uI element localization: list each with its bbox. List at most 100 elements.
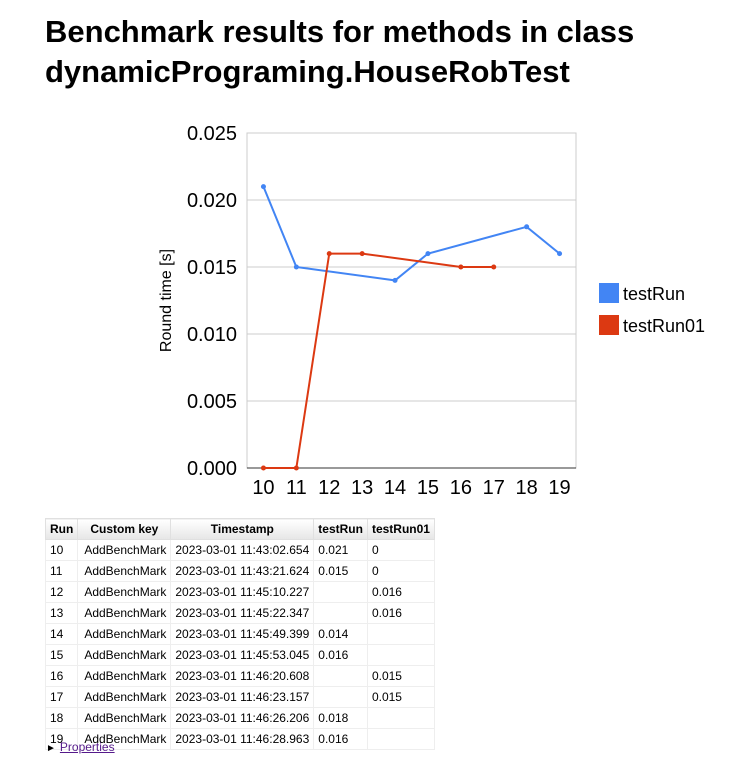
table-cell: 19 (44, 728, 79, 750)
legend-label-testRun01: testRun01 (623, 316, 705, 336)
table-cell: AddBenchMark (77, 539, 172, 561)
y-tick-label: 0.015 (187, 257, 237, 279)
table-cell: 0 (366, 539, 435, 561)
column-header: testRun (313, 518, 368, 540)
table-cell: 13 (44, 602, 79, 624)
table-row: 16 AddBenchMark 2023-03-01 11:46:20.608 0.0… (44, 665, 435, 687)
y-tick-label: 0.025 (187, 123, 237, 145)
x-tick-label: 10 (252, 477, 274, 499)
table-cell: AddBenchMark (77, 623, 172, 645)
table-cell (313, 686, 368, 708)
table-cell: 0.016 (366, 602, 435, 624)
table-cell: 0.021 (313, 539, 368, 561)
table-cell: 2023-03-01 11:46:28.963 (170, 728, 315, 750)
column-header: Custom key (77, 518, 172, 540)
data-point-testRun01 (293, 465, 299, 471)
legend-label-testRun: testRun (623, 284, 685, 304)
table-row: 12 AddBenchMark 2023-03-01 11:45:10.227 0.0… (44, 581, 435, 603)
table-cell (313, 581, 368, 603)
x-tick-label: 12 (318, 477, 340, 499)
data-point-testRun (392, 277, 398, 283)
data-point-testRun01 (491, 264, 497, 270)
plot-area (246, 132, 577, 469)
table-cell: 2023-03-01 11:43:21.624 (170, 560, 315, 582)
table-cell (313, 602, 368, 624)
table-cell (313, 665, 368, 687)
table-cell: 0.014 (313, 623, 368, 645)
legend-swatch-testRun01 (599, 315, 619, 335)
table-cell: 17 (44, 686, 79, 708)
table-cell: AddBenchMark (77, 707, 172, 729)
table-cell: AddBenchMark (77, 560, 172, 582)
table-cell: 0.015 (366, 665, 435, 687)
data-point-testRun01 (458, 264, 464, 270)
series-line-testRun01 (263, 252, 494, 469)
column-header: testRun01 (366, 518, 435, 540)
table-row: 10 AddBenchMark 2023-03-01 11:43:02.654 0.0… (44, 539, 435, 561)
y-tick-label: 0.005 (187, 391, 237, 413)
data-point-testRun01 (326, 251, 332, 257)
table-cell (366, 644, 435, 666)
table-cell: AddBenchMark (77, 686, 172, 708)
table-header-row: Run Custom key Timestamp testRun testRun01 (44, 518, 435, 540)
series-line-testRun (262, 186, 561, 282)
benchmark-line-chart: 0.000 0.005 0.010 0.015 0.020 0.025 10 11 12 13 14… (158, 123, 705, 499)
table-cell: 14 (44, 623, 79, 645)
y-tick-label: 0.000 (187, 458, 237, 480)
table-cell: 0.015 (366, 686, 435, 708)
column-header: Timestamp (170, 518, 315, 540)
table-cell: 18 (44, 707, 79, 729)
properties-toggle[interactable]: ► Properties (46, 740, 115, 754)
table-row: 18 AddBenchMark 2023-03-01 11:46:26.206 0.0… (44, 707, 435, 729)
table-row: 19 AddBenchMark 2023-03-01 11:46:28.963 0.0… (44, 728, 435, 750)
table-cell (366, 728, 435, 750)
data-point-testRun (425, 251, 431, 257)
title-line-1: Benchmark results for methods in class (45, 14, 635, 49)
results-table: Run Custom key Timestamp testRun testRun01 1… (44, 518, 435, 750)
table-cell: 0.016 (313, 644, 368, 666)
y-tick-label: 0.010 (187, 324, 237, 346)
column-header: Run (44, 518, 79, 540)
table-cell: 12 (44, 581, 79, 603)
x-tick-label: 18 (516, 477, 538, 499)
table-cell: 0.018 (313, 707, 368, 729)
data-point-testRun (524, 224, 530, 230)
table-cell: 10 (44, 539, 79, 561)
table-cell: AddBenchMark (77, 581, 172, 603)
properties-link[interactable]: Properties (59, 740, 115, 754)
table-cell: 2023-03-01 11:46:23.157 (170, 686, 315, 708)
table-cell: 2023-03-01 11:45:22.347 (170, 602, 315, 624)
legend-swatch-testRun (599, 283, 619, 303)
x-tick-label: 11 (286, 477, 307, 499)
data-point-testRun01 (359, 251, 365, 257)
table-cell: AddBenchMark (77, 728, 172, 750)
table-row: 14 AddBenchMark 2023-03-01 11:45:49.399 0.0… (44, 623, 435, 645)
table-cell: 15 (44, 644, 79, 666)
table-cell: 2023-03-01 11:43:02.654 (170, 539, 315, 561)
y-axis-label: Round time [s] (158, 249, 175, 352)
y-tick-label: 0.020 (187, 190, 237, 212)
table-cell (366, 623, 435, 645)
table-cell: AddBenchMark (77, 644, 172, 666)
table-row: 11 AddBenchMark 2023-03-01 11:43:21.624 0.0… (44, 560, 435, 582)
table-cell: 0.016 (313, 728, 368, 750)
table-cell: 2023-03-01 11:45:53.045 (170, 644, 315, 666)
x-tick-label: 15 (417, 477, 439, 499)
expand-arrow-icon: ► (46, 743, 56, 754)
table-cell: 0.015 (313, 560, 368, 582)
table-cell: 2023-03-01 11:45:10.227 (170, 581, 315, 603)
table-cell: 2023-03-01 11:46:26.206 (170, 707, 315, 729)
table-cell: 2023-03-01 11:46:20.608 (170, 665, 315, 687)
title-line-2: dynamicPrograming.HouseRobTest (45, 54, 570, 89)
x-tick-label: 17 (483, 477, 505, 499)
x-tick-label: 16 (450, 477, 472, 499)
data-point-testRun (293, 264, 299, 270)
table-cell (366, 707, 435, 729)
data-point-testRun (557, 251, 563, 257)
table-cell: AddBenchMark (77, 665, 172, 687)
table-cell: 11 (44, 560, 79, 582)
table-cell: 0 (366, 560, 435, 582)
table-cell: 2023-03-01 11:45:49.399 (170, 623, 315, 645)
data-point-testRun (260, 184, 266, 190)
table-row: 15 AddBenchMark 2023-03-01 11:45:53.045 0.0… (44, 644, 435, 666)
